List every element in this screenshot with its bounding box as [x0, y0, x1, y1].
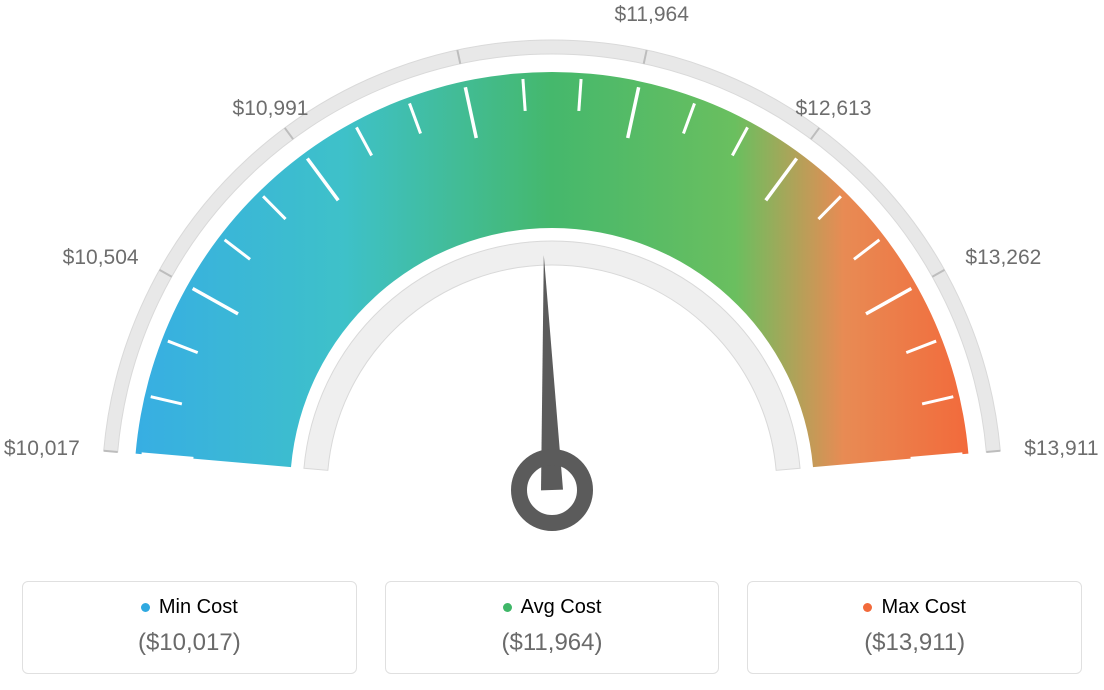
legend-dot-avg: [503, 603, 512, 612]
legend-card-max: Max Cost ($13,911): [747, 581, 1082, 674]
legend-title-avg: Avg Cost: [521, 596, 602, 619]
gauge-tick-label: $13,911: [1024, 437, 1098, 461]
gauge-tick-label: $11,964: [615, 3, 689, 27]
gauge-chart: $10,017 $10,504 $10,991 $11,964 $12,613 $13,2…: [0, 0, 1104, 560]
legend-title-min: Min Cost: [159, 596, 238, 619]
gauge-svg: [0, 0, 1104, 560]
gauge-tick-label: $12,613: [796, 97, 872, 121]
legend-card-min: Min Cost ($10,017): [22, 581, 357, 674]
gauge-tick-label: $10,991: [233, 97, 309, 121]
legend-value-avg: ($11,964): [396, 629, 709, 657]
legend-card-avg: Avg Cost ($11,964): [385, 581, 720, 674]
legend-value-max: ($13,911): [758, 629, 1071, 657]
legend-value-min: ($10,017): [33, 629, 346, 657]
legend-title-max: Max Cost: [881, 596, 965, 619]
gauge-tick-label: $13,262: [965, 246, 1041, 270]
gauge-tick-label: $10,017: [4, 437, 80, 461]
legend-dot-min: [141, 603, 150, 612]
gauge-tick-label: $10,504: [63, 246, 139, 270]
legend-row: Min Cost ($10,017) Avg Cost ($11,964) Ma…: [0, 581, 1104, 674]
legend-dot-max: [863, 603, 872, 612]
